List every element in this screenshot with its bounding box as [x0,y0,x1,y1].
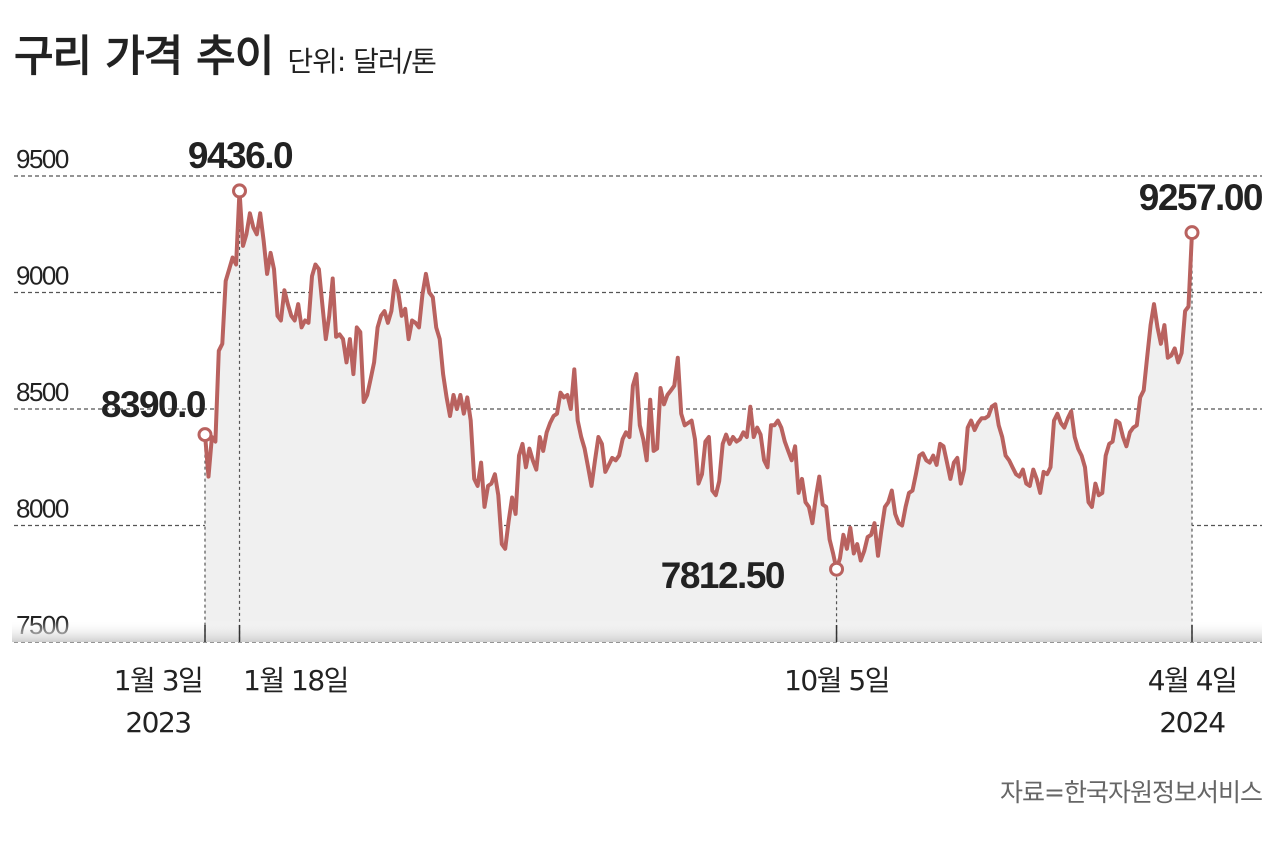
annotation-point [829,561,845,577]
annotation-value: 9257.00 [1139,177,1263,218]
baseline-shade [12,620,1262,642]
x-axis-labels: 1월 3일 2023 1월 18일 10월 5일 4월 4일 2024 [114,664,1238,739]
x-tick-label: 1월 18일 [243,664,348,697]
annotation-point [1184,225,1200,241]
x-tick-label: 10월 5일 [784,664,889,697]
chart-title: 구리 가격 추이 [14,32,274,82]
annotation-point [197,427,213,443]
x-tick-year: 2024 [1159,706,1225,739]
annotation-point [232,183,248,199]
annotation-value: 9436.0 [188,135,293,176]
annotation-labels: 8390.0 9436.0 7812.50 9257.00 [101,135,1265,596]
annotation-value: 8390.0 [101,384,206,425]
x-tick-label: 4월 4일 [1148,664,1237,697]
x-tick-label: 1월 3일 [114,664,203,697]
y-tick-label: 8500 [16,377,69,407]
y-tick-label: 9500 [16,144,69,174]
annotation-markers [197,183,1200,577]
y-tick-label: 8000 [16,494,69,524]
y-axis-labels: 75008000850090009500 [16,144,70,640]
price-area-fill [205,190,1192,642]
x-tick-year: 2023 [125,706,190,739]
chart-header: 구리 가격 추이 단위: 달러/톤 [14,22,437,84]
y-tick-label: 9000 [16,261,69,291]
annotation-value: 7812.50 [661,555,785,596]
price-line [203,188,1194,572]
unit-label: 단위: 달러/톤 [287,45,437,78]
date-marker-lines [204,198,1193,642]
source-credit: 자료=한국자원정보서비스 [1000,778,1263,807]
